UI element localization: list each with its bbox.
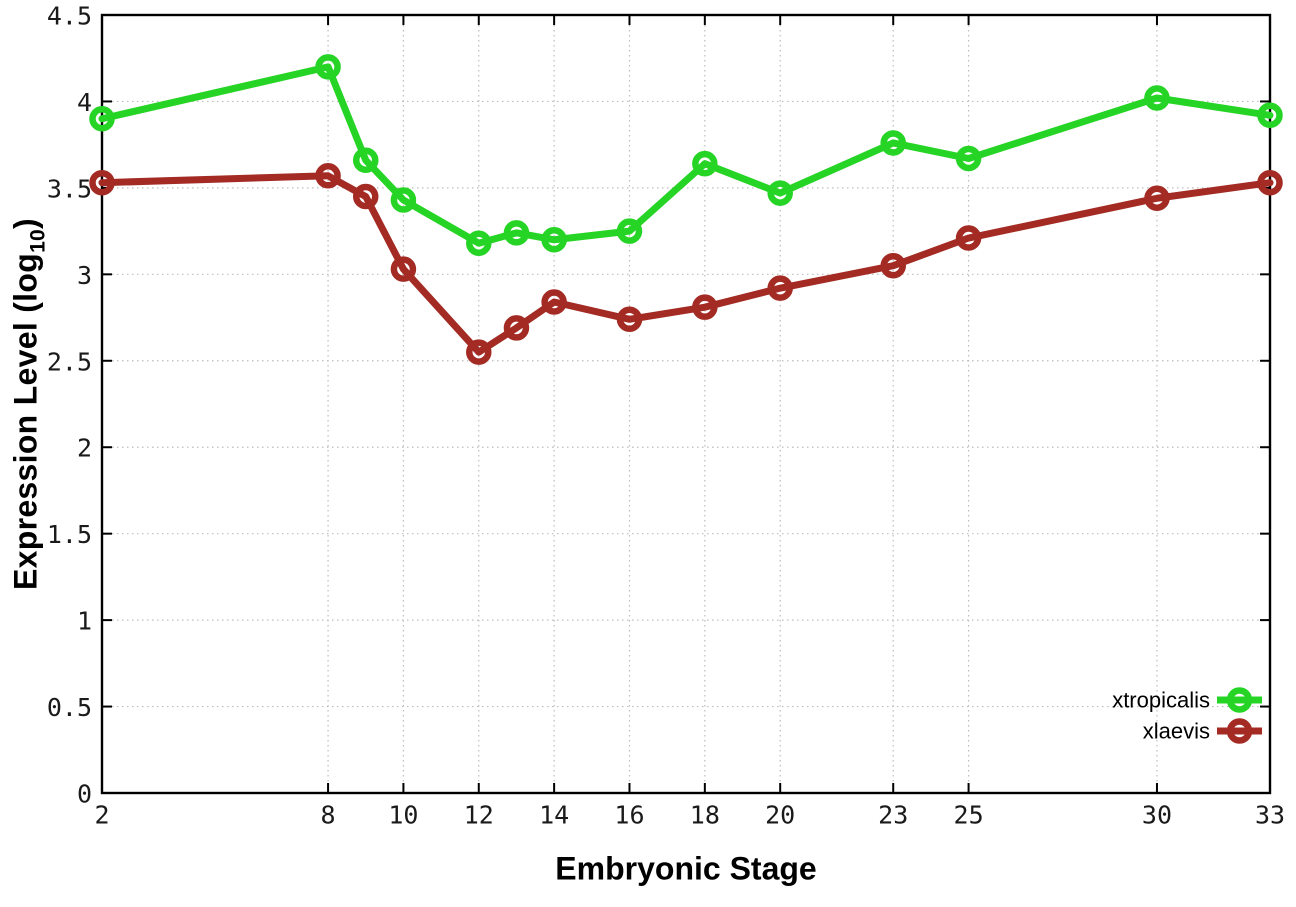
x-tick-label: 20 [765,801,795,830]
x-tick-label: 30 [1142,801,1172,830]
data-point-xtropicalis [352,147,379,173]
data-point-xtropicalis [1144,85,1170,111]
data-point-xlaevis [352,183,379,210]
y-tick-label: 2.5 [47,347,92,376]
y-axis-title-text: Expression Level (log [7,252,44,591]
data-point-xtropicalis [616,218,643,244]
y-tick-label: 0.5 [47,693,92,722]
data-point-xtropicalis [1257,102,1283,129]
legend-label-xlaevis: xlaevis [1143,719,1210,744]
y-tick-label: 3.5 [47,174,92,203]
x-axis-title: Embryonic Stage [555,850,817,887]
data-point-xlaevis [616,306,643,333]
y-tick-label: 4.5 [47,2,92,31]
data-point-xtropicalis [315,54,341,80]
data-point-xlaevis [1257,169,1283,196]
x-tick-label: 14 [539,801,569,830]
legend-sample-marker-xtropicalis [1226,687,1253,713]
series-line-xtropicalis [98,63,1274,247]
data-point-xlaevis [503,315,530,341]
data-point-xtropicalis [390,187,417,213]
y-tick-label: 3 [77,261,92,290]
data-point-xlaevis [466,339,492,365]
y-axis-title-subscript: 10 [26,228,50,253]
y-axis-title-close: ) [7,217,44,229]
data-point-xlaevis [955,225,982,251]
y-tick-label: 0 [77,780,92,809]
data-point-xlaevis [767,275,793,301]
y-tick-label: 1 [77,607,92,636]
series-line-xlaevis [98,172,1274,356]
x-tick-label: 33 [1255,801,1285,830]
data-point-xlaevis [89,169,115,196]
data-point-xlaevis [1144,185,1170,212]
x-tick-label: 25 [954,801,984,830]
legend-label-xtropicalis: xtropicalis [1112,688,1210,713]
data-point-xtropicalis [466,230,492,256]
data-point-xtropicalis [692,150,718,177]
data-point-xlaevis [880,252,906,279]
legend-sample-marker-xlaevis [1226,718,1253,744]
x-tick-label: 10 [388,801,418,830]
x-tick-label: 23 [878,801,908,830]
data-point-xtropicalis [767,180,793,206]
data-point-xlaevis [315,163,341,189]
plot-border [100,13,1272,795]
data-point-xlaevis [692,294,718,320]
data-point-xtropicalis [541,227,567,253]
data-point-xtropicalis [880,130,906,156]
data-point-xtropicalis [89,105,115,132]
y-tick-label: 2 [77,434,92,463]
x-tick-label: 12 [464,801,494,830]
x-tick-label: 8 [321,801,336,830]
x-tick-label: 16 [614,801,644,830]
data-point-xtropicalis [503,220,530,246]
x-tick-label: 2 [94,801,109,830]
data-point-xlaevis [541,289,567,315]
data-point-xtropicalis [955,145,982,172]
y-tick-label: 4 [77,88,92,117]
x-tick-label: 18 [690,801,720,830]
y-axis-title: Expression Level (log10) [7,217,50,591]
y-tick-label: 1.5 [47,520,92,549]
data-point-xlaevis [390,256,417,282]
